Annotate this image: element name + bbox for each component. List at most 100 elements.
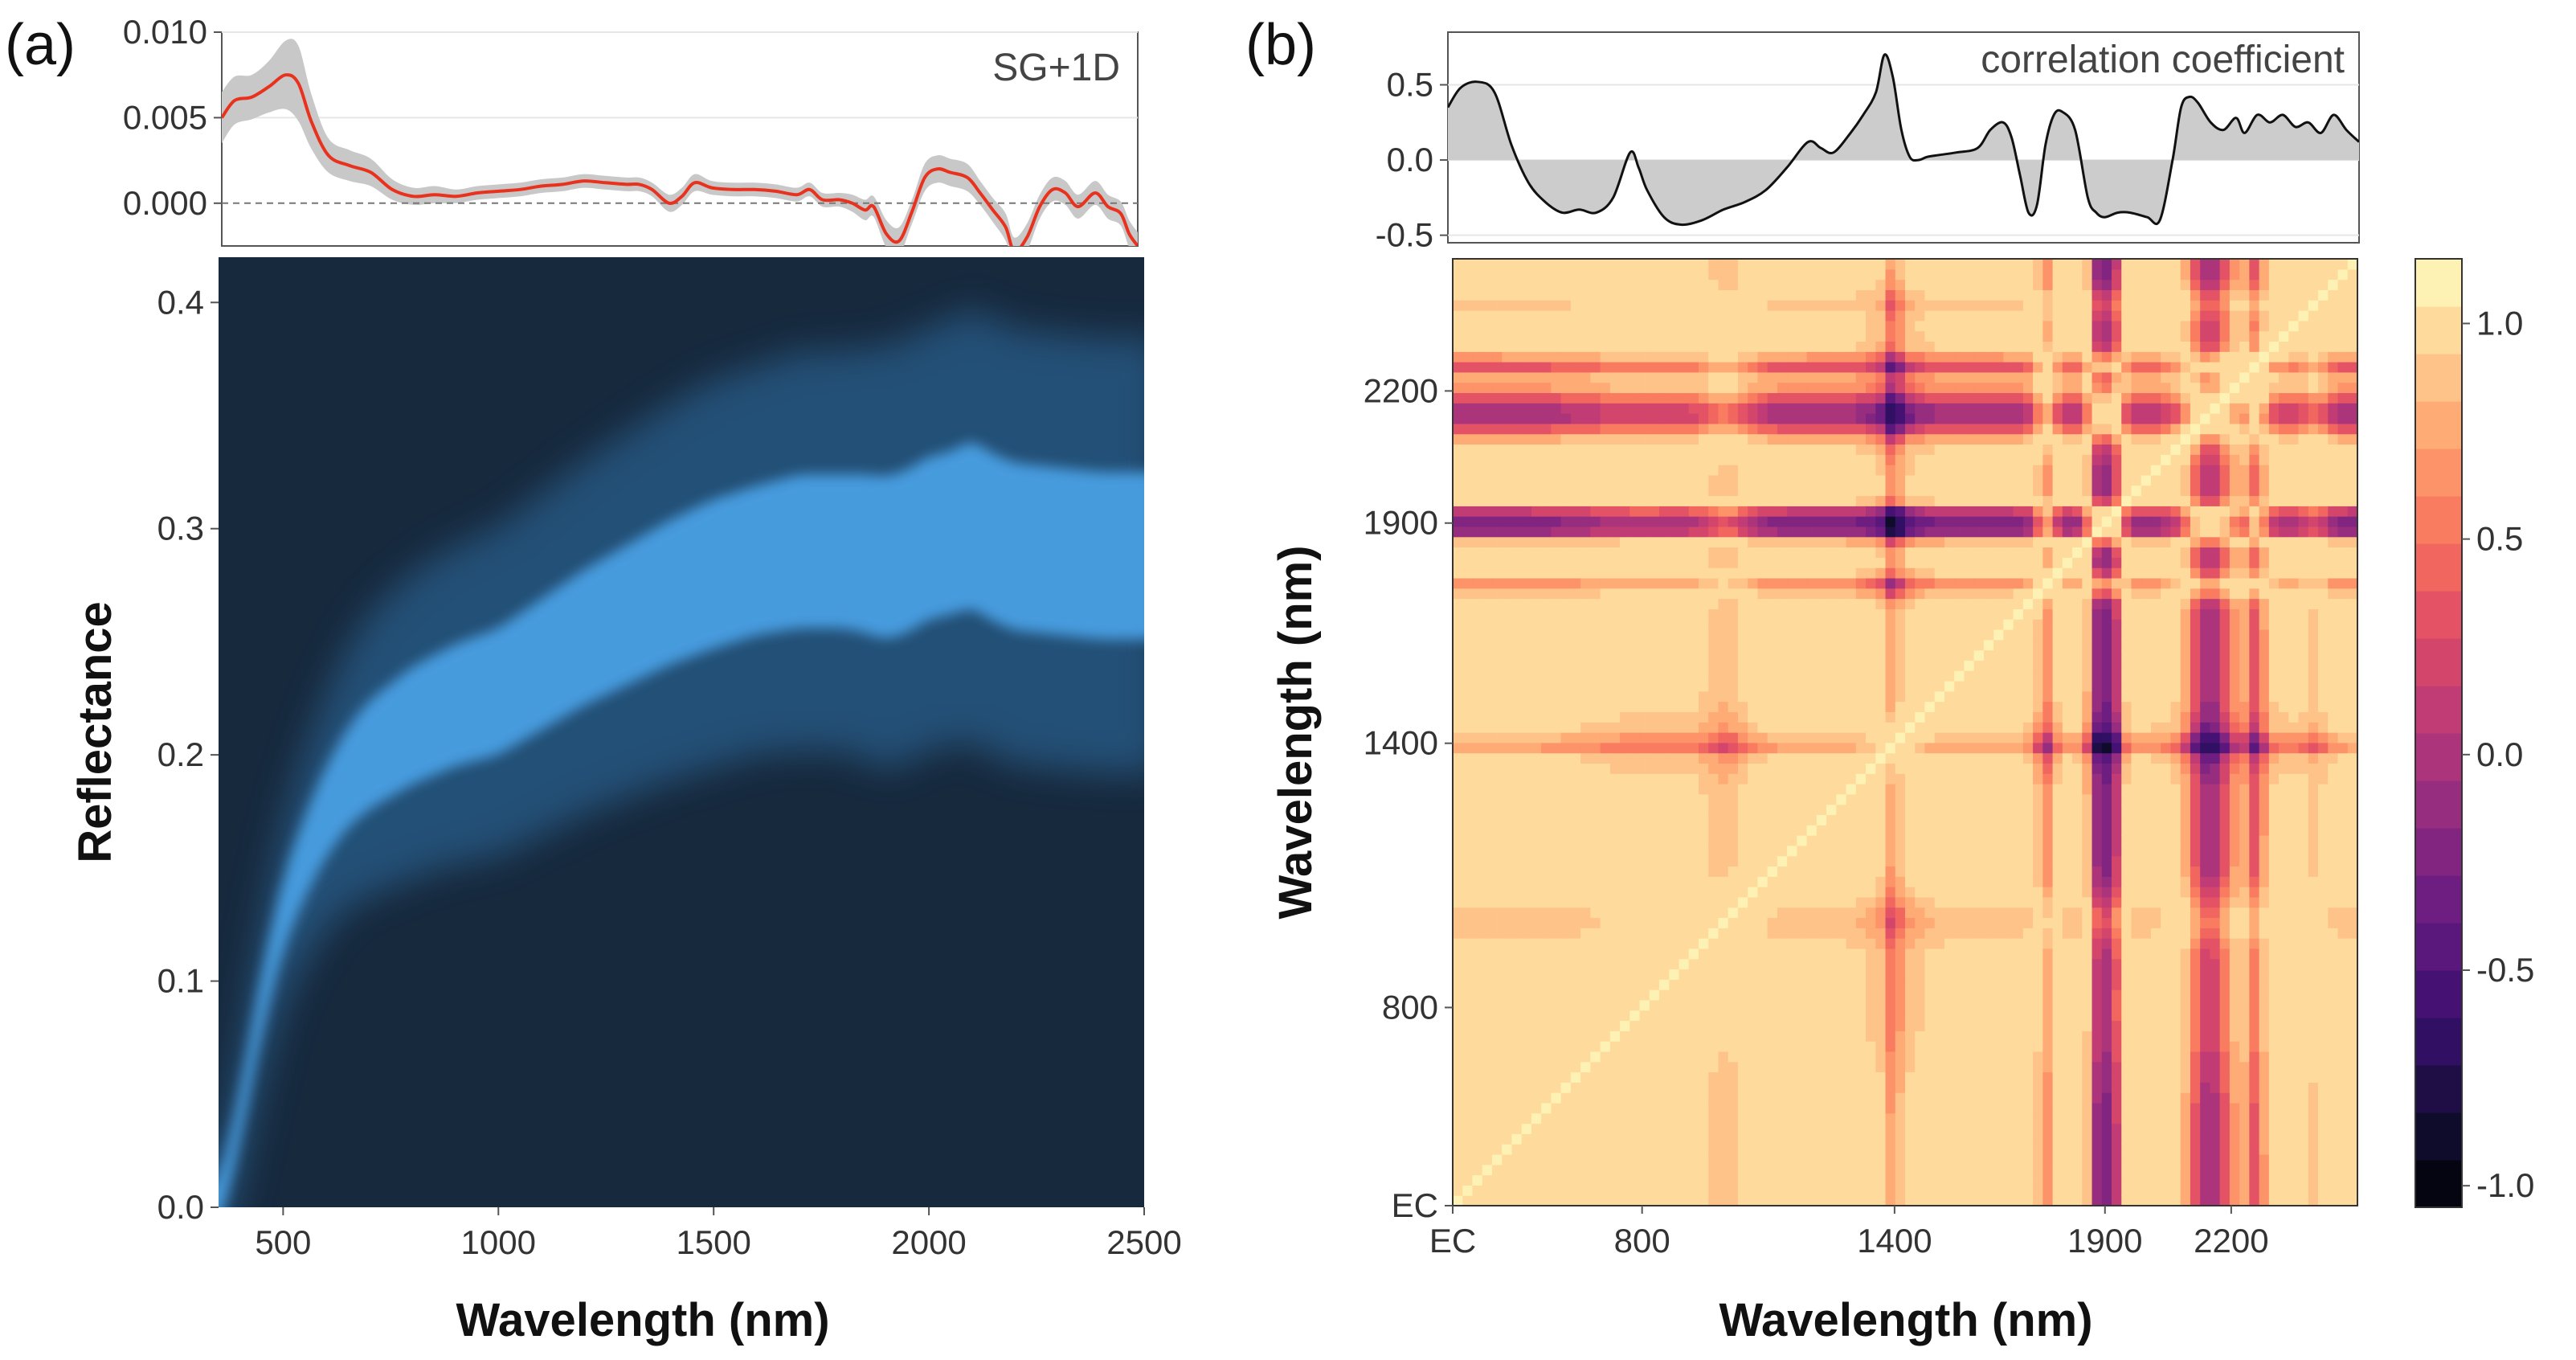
heatmap-cell bbox=[1482, 1144, 1493, 1155]
heatmap-cell bbox=[1541, 392, 1552, 403]
heatmap-cell bbox=[1954, 742, 1965, 754]
heatmap-cell bbox=[1659, 896, 1670, 908]
heatmap-cell bbox=[1826, 351, 1837, 363]
heatmap-cell bbox=[1570, 526, 1581, 538]
heatmap-cell bbox=[1816, 567, 1827, 579]
heatmap-cell bbox=[1885, 557, 1896, 568]
heatmap-cell bbox=[1836, 351, 1847, 363]
heatmap-cell bbox=[1855, 979, 1867, 990]
heatmap-cell bbox=[1855, 701, 1867, 712]
heatmap-cell bbox=[1905, 608, 1916, 620]
heatmap-cell bbox=[1757, 454, 1768, 465]
heatmap-cell bbox=[1649, 433, 1660, 445]
heatmap-cell bbox=[1649, 690, 1660, 703]
heatmap-cell bbox=[1580, 300, 1591, 311]
heatmap-cell bbox=[1482, 320, 1493, 332]
heatmap-cell bbox=[1462, 917, 1474, 928]
heatmap-cell bbox=[1531, 1030, 1542, 1042]
heatmap-cell bbox=[1964, 1082, 1975, 1093]
heatmap-cell bbox=[1698, 938, 1709, 949]
heatmap-cell bbox=[1846, 619, 1857, 630]
heatmap-cell bbox=[1875, 536, 1887, 548]
heatmap-cell bbox=[1472, 1174, 1483, 1186]
heatmap-cell bbox=[1748, 907, 1759, 919]
heatmap-cell bbox=[1728, 465, 1739, 476]
heatmap-cell bbox=[1748, 433, 1759, 445]
heatmap-cell bbox=[1973, 887, 1985, 898]
heatmap-cell bbox=[1649, 1123, 1660, 1134]
heatmap-cell bbox=[1678, 526, 1690, 538]
heatmap-cell bbox=[1491, 423, 1503, 435]
heatmap-cell bbox=[1590, 670, 1601, 682]
heatmap-cell bbox=[1678, 1010, 1690, 1022]
heatmap-cell bbox=[1551, 289, 1562, 301]
heatmap-cell bbox=[1836, 835, 1847, 846]
heatmap-cell bbox=[1748, 773, 1759, 784]
heatmap-cell bbox=[1669, 598, 1680, 609]
heatmap-cell bbox=[1620, 506, 1630, 517]
heatmap-cell bbox=[1757, 1051, 1768, 1063]
heatmap-cell bbox=[1669, 804, 1680, 816]
heatmap-cell bbox=[1521, 608, 1532, 620]
heatmap-cell bbox=[1757, 784, 1768, 795]
heatmap-cell bbox=[1846, 1185, 1857, 1196]
heatmap-cell bbox=[1787, 1010, 1797, 1022]
heatmap-cell bbox=[1560, 711, 1572, 723]
heatmap-cell bbox=[1924, 825, 1936, 836]
heatmap-cell bbox=[1491, 711, 1503, 723]
heatmap-cell bbox=[1718, 938, 1729, 949]
heatmap-cell bbox=[1620, 279, 1630, 291]
heatmap-cell bbox=[1846, 351, 1857, 363]
heatmap-cell bbox=[1659, 310, 1670, 322]
heatmap-cell bbox=[1934, 711, 1945, 723]
heatmap-cell bbox=[1560, 701, 1572, 712]
heatmap-cell bbox=[1737, 1164, 1748, 1176]
heatmap-cell bbox=[1551, 392, 1562, 403]
heatmap-cell bbox=[1551, 907, 1562, 919]
heatmap-cell bbox=[1580, 649, 1591, 661]
heatmap-cell bbox=[1934, 423, 1945, 435]
heatmap-cell bbox=[1718, 907, 1729, 919]
heatmap-cell bbox=[1826, 557, 1837, 568]
heatmap-cell bbox=[1924, 866, 1936, 877]
heatmap-cell bbox=[1826, 454, 1837, 465]
heatmap-cell bbox=[1541, 979, 1552, 990]
heatmap-cell bbox=[1453, 1092, 1463, 1104]
heatmap-cell bbox=[1462, 1082, 1474, 1093]
heatmap-cell bbox=[1521, 1071, 1532, 1083]
heatmap-cell bbox=[1629, 1153, 1641, 1165]
heatmap-cell bbox=[1777, 835, 1788, 846]
heatmap-cell bbox=[1885, 1082, 1896, 1093]
heatmap-cell bbox=[1590, 403, 1601, 414]
heatmap-cell bbox=[1757, 619, 1768, 630]
heatmap-cell bbox=[1816, 259, 1827, 270]
heatmap-cell bbox=[1600, 629, 1611, 641]
heatmap-cell bbox=[1855, 876, 1867, 887]
heatmap-cell bbox=[1718, 1061, 1729, 1073]
heatmap-cell bbox=[1580, 598, 1591, 609]
heatmap-cell bbox=[1954, 649, 1965, 661]
heatmap-cell bbox=[1590, 1164, 1601, 1176]
heatmap-cell bbox=[1797, 938, 1808, 949]
heatmap-cell bbox=[1816, 392, 1827, 403]
heatmap-cell bbox=[1551, 567, 1562, 579]
heatmap-cell bbox=[1629, 928, 1641, 939]
heatmap-cell bbox=[1915, 506, 1926, 517]
heatmap-cell bbox=[1678, 732, 1690, 743]
heatmap-cell bbox=[1767, 433, 1778, 445]
heatmap-cell bbox=[1973, 969, 1985, 980]
heatmap-cell bbox=[1688, 887, 1699, 898]
heatmap-cell bbox=[1855, 690, 1867, 703]
heatmap-cell bbox=[1924, 989, 1936, 1001]
heatmap-cell bbox=[1521, 742, 1532, 754]
heatmap-cell bbox=[1826, 969, 1837, 980]
heatmap-cell bbox=[1964, 506, 1975, 517]
heatmap-cell bbox=[1737, 649, 1748, 661]
heatmap-cell bbox=[1718, 1144, 1729, 1155]
heatmap-cell bbox=[1816, 1082, 1827, 1093]
heatmap-cell bbox=[1560, 1051, 1572, 1063]
heatmap-cell bbox=[1659, 742, 1670, 754]
heatmap-cell bbox=[1787, 1082, 1797, 1093]
heatmap-cell bbox=[1482, 1195, 1493, 1206]
heatmap-cell bbox=[1629, 444, 1641, 455]
